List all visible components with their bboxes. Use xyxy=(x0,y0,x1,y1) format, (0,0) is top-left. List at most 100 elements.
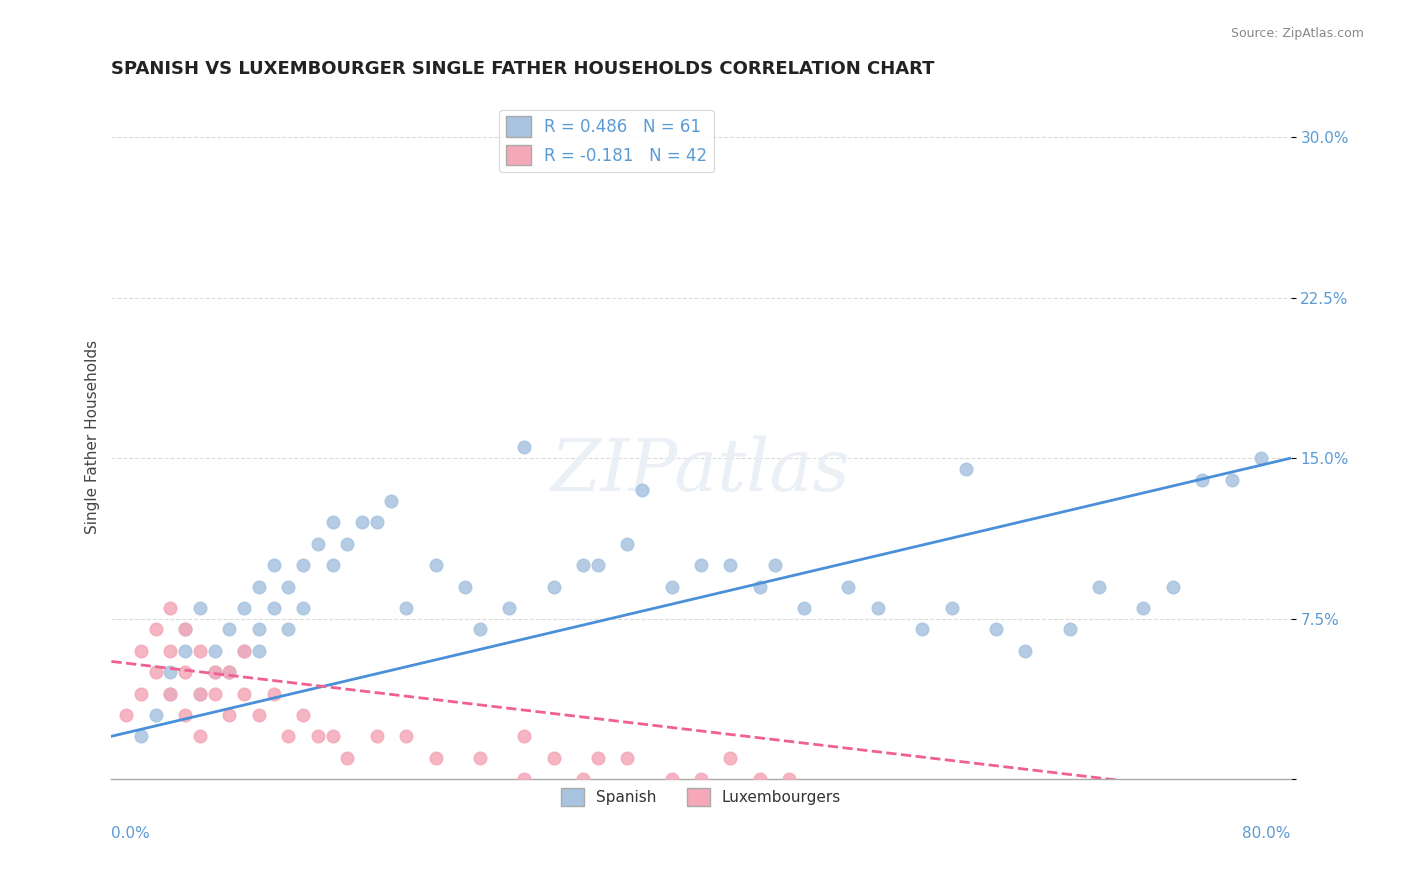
Point xyxy=(188,686,211,700)
Point xyxy=(233,601,256,615)
Point xyxy=(204,686,226,700)
Point xyxy=(543,750,565,764)
Point xyxy=(661,772,683,786)
Point xyxy=(543,580,565,594)
Text: 0.0%: 0.0% xyxy=(111,826,150,841)
Point xyxy=(159,686,181,700)
Point xyxy=(321,729,343,743)
Point xyxy=(366,516,388,530)
Point xyxy=(616,750,638,764)
Point xyxy=(955,462,977,476)
Point xyxy=(984,623,1007,637)
Point xyxy=(159,644,181,658)
Point xyxy=(1220,473,1243,487)
Point xyxy=(247,580,270,594)
Point xyxy=(174,665,197,679)
Point xyxy=(586,558,609,573)
Point xyxy=(307,537,329,551)
Point xyxy=(321,558,343,573)
Point xyxy=(1191,473,1213,487)
Point xyxy=(159,601,181,615)
Point xyxy=(129,729,152,743)
Legend: Spanish, Luxembourgers: Spanish, Luxembourgers xyxy=(554,781,848,813)
Point xyxy=(572,558,595,573)
Point xyxy=(336,537,359,551)
Point xyxy=(129,686,152,700)
Point xyxy=(1132,601,1154,615)
Point xyxy=(292,707,315,722)
Point xyxy=(661,580,683,594)
Point xyxy=(174,623,197,637)
Text: SPANISH VS LUXEMBOURGER SINGLE FATHER HOUSEHOLDS CORRELATION CHART: SPANISH VS LUXEMBOURGER SINGLE FATHER HO… xyxy=(111,60,935,78)
Point xyxy=(174,644,197,658)
Point xyxy=(277,580,299,594)
Point xyxy=(1088,580,1111,594)
Point xyxy=(911,623,934,637)
Point xyxy=(395,729,418,743)
Point xyxy=(749,772,772,786)
Point xyxy=(1250,451,1272,466)
Point xyxy=(145,623,167,637)
Point xyxy=(321,516,343,530)
Point xyxy=(425,750,447,764)
Point xyxy=(292,601,315,615)
Point xyxy=(233,644,256,658)
Point xyxy=(174,623,197,637)
Point xyxy=(247,623,270,637)
Point xyxy=(174,707,197,722)
Point xyxy=(263,558,285,573)
Text: 80.0%: 80.0% xyxy=(1243,826,1291,841)
Point xyxy=(778,772,800,786)
Point xyxy=(263,601,285,615)
Point xyxy=(586,750,609,764)
Point xyxy=(454,580,477,594)
Text: ZIPatlas: ZIPatlas xyxy=(551,435,851,507)
Point xyxy=(763,558,786,573)
Point xyxy=(380,494,402,508)
Point xyxy=(425,558,447,573)
Point xyxy=(631,483,654,498)
Point xyxy=(307,729,329,743)
Point xyxy=(366,729,388,743)
Point xyxy=(468,750,491,764)
Y-axis label: Single Father Households: Single Father Households xyxy=(86,340,100,533)
Point xyxy=(468,623,491,637)
Point xyxy=(188,601,211,615)
Point xyxy=(204,665,226,679)
Point xyxy=(145,665,167,679)
Point xyxy=(941,601,963,615)
Point xyxy=(395,601,418,615)
Point xyxy=(720,750,742,764)
Point xyxy=(277,623,299,637)
Point xyxy=(690,772,713,786)
Point xyxy=(292,558,315,573)
Point xyxy=(218,707,240,722)
Text: Source: ZipAtlas.com: Source: ZipAtlas.com xyxy=(1230,27,1364,40)
Point xyxy=(188,644,211,658)
Point xyxy=(218,623,240,637)
Point xyxy=(513,772,536,786)
Point xyxy=(233,644,256,658)
Point xyxy=(129,644,152,658)
Point xyxy=(247,644,270,658)
Point xyxy=(188,686,211,700)
Point xyxy=(720,558,742,573)
Point xyxy=(350,516,373,530)
Point xyxy=(1161,580,1184,594)
Point xyxy=(277,729,299,743)
Point xyxy=(145,707,167,722)
Point xyxy=(616,537,638,551)
Point xyxy=(336,750,359,764)
Point xyxy=(204,665,226,679)
Point xyxy=(837,580,859,594)
Point xyxy=(1014,644,1036,658)
Point xyxy=(793,601,815,615)
Point xyxy=(247,707,270,722)
Point xyxy=(188,729,211,743)
Point xyxy=(233,686,256,700)
Point xyxy=(218,665,240,679)
Point xyxy=(513,729,536,743)
Point xyxy=(218,665,240,679)
Point xyxy=(115,707,138,722)
Point xyxy=(204,644,226,658)
